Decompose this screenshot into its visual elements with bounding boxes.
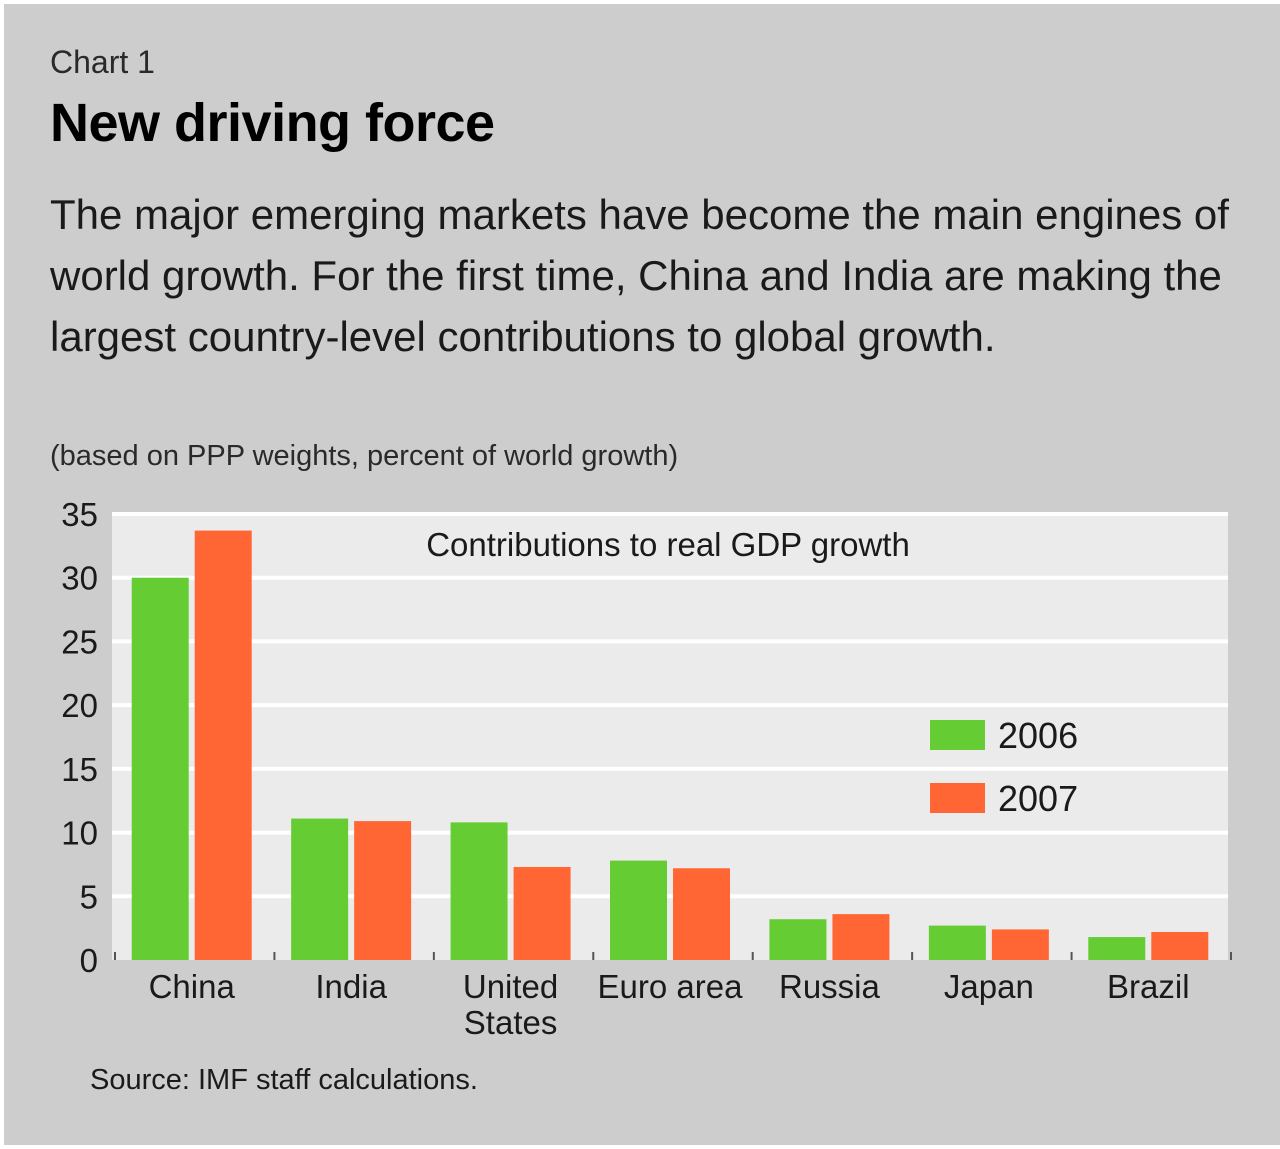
bar-2006 xyxy=(769,919,827,960)
bar-2006 xyxy=(291,818,349,960)
x-axis-labels: China India United States Euro area Russia Jap… xyxy=(149,968,1190,1041)
x-category-label: India xyxy=(315,968,387,1005)
y-tick-label: 10 xyxy=(61,815,98,852)
y-tick-label: 0 xyxy=(80,942,98,979)
legend: 2006 2007 xyxy=(930,715,1078,819)
y-tick-label: 5 xyxy=(80,878,98,915)
bar-2007 xyxy=(1151,931,1209,960)
bar-2006 xyxy=(928,925,986,960)
y-tick-label: 20 xyxy=(61,687,98,724)
legend-label-2006: 2006 xyxy=(998,715,1078,756)
x-category-label: Brazil xyxy=(1107,968,1190,1005)
y-tick-label: 25 xyxy=(61,623,98,660)
x-category-label: China xyxy=(149,968,236,1005)
bar-2006 xyxy=(450,822,508,960)
x-axis-ticks xyxy=(114,952,1232,960)
bars xyxy=(131,530,1209,960)
bar-2007 xyxy=(194,530,252,960)
y-axis-ticks: 0 5 10 15 20 25 30 35 xyxy=(61,496,98,979)
x-category-label: Russia xyxy=(779,968,881,1005)
units-note: (based on PPP weights, percent of world … xyxy=(50,440,679,472)
x-category-label: Euro area xyxy=(598,968,744,1005)
x-category-label: United States xyxy=(463,968,558,1041)
bar-2006 xyxy=(610,860,667,960)
y-tick-label: 35 xyxy=(61,496,98,533)
source-note: Source: IMF staff calculations. xyxy=(90,1064,478,1096)
plot-title: Contributions to real GDP growth xyxy=(426,526,910,563)
chart-description: The major emerging markets have become t… xyxy=(50,191,1229,360)
legend-swatch-2007 xyxy=(930,783,985,813)
bar-2006 xyxy=(1088,937,1146,960)
bar-2006 xyxy=(131,577,189,960)
bar-2007 xyxy=(673,868,730,960)
bar-2007 xyxy=(354,821,412,960)
y-tick-label: 15 xyxy=(61,751,98,788)
y-tick-label: 30 xyxy=(61,560,98,597)
bar-2007 xyxy=(513,866,571,960)
x-category-label: Japan xyxy=(944,968,1034,1005)
bar-2007 xyxy=(991,929,1049,960)
chart-number: Chart 1 xyxy=(50,44,155,80)
chart-title: New driving force xyxy=(50,93,495,153)
bar-2007 xyxy=(832,914,890,960)
legend-swatch-2006 xyxy=(930,720,985,750)
legend-label-2007: 2007 xyxy=(998,778,1078,819)
